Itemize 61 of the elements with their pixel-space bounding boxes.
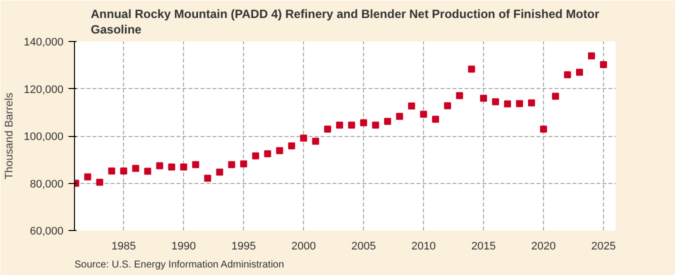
y-tick-label: 120,000: [24, 84, 64, 96]
x-tick-label: 1985: [111, 240, 136, 252]
point: [168, 163, 176, 170]
point: [96, 178, 104, 186]
point: [432, 116, 440, 123]
point: [492, 98, 500, 106]
point: [204, 174, 212, 182]
point: [156, 162, 164, 170]
point: [216, 168, 224, 176]
point: [84, 173, 92, 180]
point: [396, 112, 404, 120]
point: [504, 100, 512, 108]
x-tick-label: 1995: [231, 240, 256, 252]
source-note: Source: U.S. Energy Information Administration: [74, 260, 284, 270]
x-tick-label: 2020: [531, 240, 556, 252]
point: [120, 167, 128, 174]
point: [312, 138, 320, 145]
point: [288, 142, 296, 150]
point: [576, 68, 584, 76]
y-tick-label: 80,000: [30, 178, 64, 190]
y-axis-title: Thousand Barrels: [4, 92, 16, 180]
point: [144, 168, 152, 175]
point: [192, 161, 200, 168]
point: [564, 71, 572, 78]
point: [132, 164, 140, 172]
point: [540, 126, 548, 133]
point: [456, 92, 464, 100]
point: [420, 110, 428, 118]
point: [228, 161, 236, 168]
point: [408, 102, 416, 110]
point: [372, 122, 380, 129]
point: [300, 134, 308, 142]
point: [276, 147, 284, 154]
point: [336, 122, 344, 129]
x-tick-label: 1990: [171, 240, 196, 252]
point: [588, 52, 596, 60]
point: [360, 119, 368, 126]
point: [384, 118, 392, 125]
point: [264, 150, 272, 158]
point: [552, 92, 560, 100]
x-tick-label: 2000: [291, 240, 316, 252]
point: [324, 126, 332, 133]
point: [444, 102, 452, 110]
point: [528, 99, 536, 106]
point: [516, 100, 524, 108]
point: [252, 152, 260, 160]
x-tick-label: 2025: [591, 240, 616, 252]
y-tick-label: 60,000: [30, 226, 64, 238]
x-tick-label: 2010: [411, 240, 436, 252]
point: [480, 94, 488, 102]
point: [240, 160, 248, 168]
x-tick-label: 2015: [471, 240, 496, 252]
point: [600, 61, 608, 68]
chart-title: Annual Rocky Mountain (PADD 4) Refinery and Blender Net Production of Finished Motor Gasoline: [90, 7, 600, 36]
y-tick-label: 140,000: [24, 36, 64, 48]
point: [468, 66, 476, 73]
point: [108, 167, 116, 174]
y-tick-label: 100,000: [24, 131, 64, 143]
x-tick-label: 2005: [351, 240, 376, 252]
point: [180, 163, 188, 170]
point: [348, 122, 356, 129]
